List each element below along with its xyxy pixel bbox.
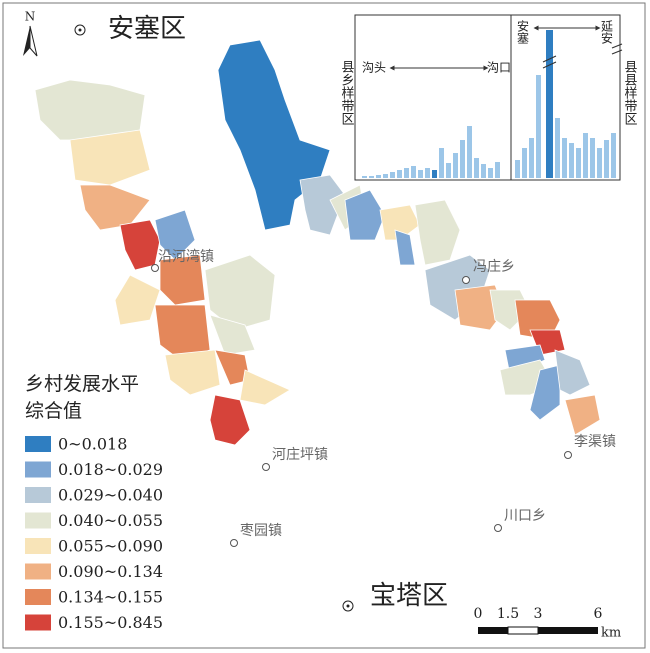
district-label: 安塞区 bbox=[108, 14, 186, 44]
scale-label: 1.5 bbox=[497, 606, 519, 622]
legend-label: 0.055~0.090 bbox=[58, 537, 163, 556]
region bbox=[159, 254, 206, 306]
north-arrow: N bbox=[23, 10, 38, 57]
region bbox=[299, 174, 346, 236]
inset-label: 延安 bbox=[600, 20, 614, 44]
region bbox=[394, 229, 416, 266]
region bbox=[209, 314, 256, 356]
region bbox=[154, 209, 196, 261]
scale-label: 6 bbox=[594, 606, 603, 622]
legend-swatch bbox=[25, 436, 51, 452]
legend-swatch bbox=[25, 589, 51, 605]
town-symbols bbox=[151, 264, 572, 547]
region bbox=[554, 349, 591, 396]
district-label: 宝塔区 bbox=[370, 581, 448, 611]
legend-label: 0.029~0.040 bbox=[58, 486, 163, 505]
place-symbol bbox=[346, 604, 350, 608]
town-label: 枣园镇 bbox=[240, 523, 282, 539]
scale-unit: km bbox=[601, 626, 621, 641]
legend-title: 乡村发展水平 bbox=[25, 373, 139, 395]
legend-swatch bbox=[25, 512, 51, 529]
legend-label: 0.018~0.029 bbox=[58, 460, 163, 479]
legend: 0~0.018 0.018~0.029 0.029~0.040 0.040~0.055… bbox=[25, 435, 163, 632]
regions bbox=[34, 39, 601, 446]
legend-title: 综合值 bbox=[25, 400, 82, 422]
inset-label: 沟头 bbox=[362, 61, 386, 75]
inset-label: 县县样带区 bbox=[622, 60, 638, 125]
inset-label: 县乡样带区 bbox=[339, 60, 355, 125]
place-symbol bbox=[78, 28, 82, 32]
region bbox=[204, 254, 276, 331]
region bbox=[564, 394, 601, 436]
town-label: 冯庄乡 bbox=[473, 258, 515, 275]
town-label: 沿河湾镇 bbox=[158, 248, 214, 265]
inset-label: 安塞 bbox=[516, 19, 530, 44]
town-label: 李渠镇 bbox=[574, 434, 616, 450]
town-label: 河庄坪镇 bbox=[272, 446, 328, 463]
inset-label: 沟口 bbox=[487, 61, 511, 75]
legend-label: 0.155~0.845 bbox=[58, 613, 163, 632]
legend-swatch bbox=[25, 614, 51, 631]
legend-swatch bbox=[25, 563, 51, 580]
scale-bar bbox=[478, 626, 598, 635]
place-symbol bbox=[74, 24, 86, 36]
legend-swatch bbox=[25, 487, 51, 503]
legend-label: 0.134~0.155 bbox=[58, 588, 163, 607]
scale-label: 3 bbox=[534, 606, 543, 622]
region bbox=[69, 129, 151, 186]
region bbox=[164, 349, 221, 396]
region bbox=[344, 189, 386, 241]
region bbox=[239, 369, 291, 406]
region bbox=[379, 204, 421, 241]
region bbox=[114, 274, 161, 326]
legend-label: 0~0.018 bbox=[58, 435, 127, 454]
region bbox=[414, 199, 461, 266]
legend-swatch bbox=[25, 538, 51, 554]
place-symbol bbox=[342, 600, 354, 612]
inset bbox=[354, 14, 623, 181]
legend-label: 0.040~0.055 bbox=[58, 511, 163, 530]
north-label: N bbox=[25, 10, 36, 24]
scale-label: 0 bbox=[474, 606, 483, 622]
legend-swatch bbox=[25, 461, 51, 478]
region bbox=[209, 394, 251, 446]
legend-label: 0.090~0.134 bbox=[58, 562, 163, 581]
town-label: 川口乡 bbox=[504, 508, 546, 524]
